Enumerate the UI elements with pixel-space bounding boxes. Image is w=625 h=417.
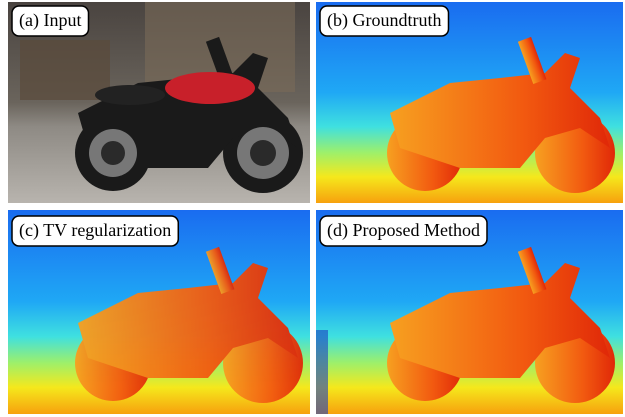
panel-label: (c) TV regularization <box>19 220 171 241</box>
figure: (a) Input (b) Groundtruth (c) TV regulariz… <box>0 0 625 417</box>
panel-label: (d) Proposed Method <box>327 220 480 241</box>
panel-label: (b) Groundtruth <box>327 10 441 31</box>
panel-label: (a) Input <box>19 10 81 31</box>
